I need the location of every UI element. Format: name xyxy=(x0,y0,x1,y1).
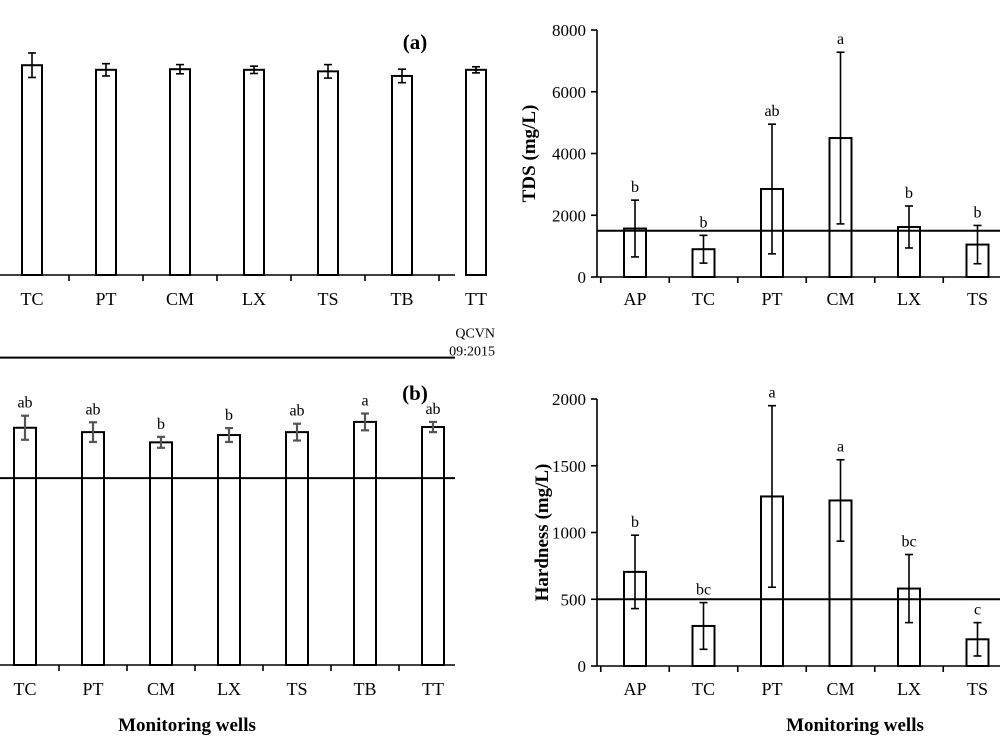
bar-tc xyxy=(21,64,43,276)
significance-label: bc xyxy=(696,582,711,599)
y-tick-label: 1000 xyxy=(552,524,586,543)
significance-label: b xyxy=(700,214,708,231)
x-tick-label: CM xyxy=(147,679,175,699)
x-tick-label: TS xyxy=(967,289,988,309)
x-tick-label: TC xyxy=(20,289,43,309)
bar-tc xyxy=(13,426,37,666)
y-tick-label: 0 xyxy=(578,268,587,287)
x-tick-label: TS xyxy=(317,289,338,309)
x-tick-label: AP xyxy=(623,679,646,699)
x-tick-label: TS xyxy=(286,679,307,699)
chart-top-left: TC PT CM LX TS TB TT (a) xyxy=(0,30,487,309)
x-tick-label: PT xyxy=(761,679,782,699)
x-tick-label: TC xyxy=(692,679,715,699)
x-tick-label: TT xyxy=(422,679,444,699)
significance-label: ab xyxy=(425,401,440,418)
x-tick-label: CM xyxy=(826,289,854,309)
x-tick-label: LX xyxy=(217,679,241,699)
chart-bottom-left: ab TC ab PT b CM b LX ab TS a TB ab TT QCVN 09:2015 (b) M… xyxy=(0,327,495,736)
reference-line-label: QCVN xyxy=(455,327,495,342)
significance-label: bc xyxy=(901,534,916,551)
significance-label: ab xyxy=(289,403,304,420)
x-tick-label: CM xyxy=(166,289,194,309)
panel-label: (b) xyxy=(402,381,428,405)
x-tick-label: PT xyxy=(82,679,103,699)
bar-pt xyxy=(81,431,105,666)
bar-lx xyxy=(243,68,265,276)
bar-cm xyxy=(169,68,191,276)
bar-cm xyxy=(149,441,173,666)
bar-pt xyxy=(95,68,117,276)
significance-label: b xyxy=(905,185,913,202)
x-tick-label: TC xyxy=(13,679,36,699)
x-tick-label: TT xyxy=(465,289,487,309)
bar-tt xyxy=(421,426,445,666)
x-tick-label: LX xyxy=(897,679,921,699)
x-tick-label: CM xyxy=(826,679,854,699)
y-tick-label: 2000 xyxy=(552,390,586,409)
bar-tb xyxy=(353,420,377,666)
y-tick-label: 0 xyxy=(578,657,587,676)
significance-label: a xyxy=(837,439,844,456)
x-axis-title: Monitoring wells xyxy=(118,715,256,736)
x-tick-label: PT xyxy=(95,289,116,309)
x-tick-label: PT xyxy=(761,289,782,309)
y-tick-label: 8000 xyxy=(552,21,586,40)
x-tick-label: AP xyxy=(623,289,646,309)
significance-label: b xyxy=(631,514,639,531)
significance-label: c xyxy=(974,602,981,619)
x-tick-label: TC xyxy=(692,289,715,309)
significance-label: a xyxy=(768,385,775,402)
significance-label: ab xyxy=(17,395,32,412)
significance-label: b xyxy=(974,204,982,221)
y-tick-label: 500 xyxy=(561,590,587,609)
significance-label: ab xyxy=(85,401,100,418)
y-tick-label: 2000 xyxy=(552,206,586,225)
reference-line-label: 09:2015 xyxy=(449,345,495,360)
chart-bottom-right: 0 500 1000 1500 2000 b AP bc TC a PT a CM bc LX c TS Hard… xyxy=(532,385,1000,736)
bar-tb xyxy=(391,74,413,276)
significance-label: ab xyxy=(764,103,779,120)
x-axis-title: Monitoring wells xyxy=(786,715,924,736)
y-axis-title: TDS (mg/L) xyxy=(519,105,540,203)
significance-label: b xyxy=(157,416,165,433)
y-tick-label: 6000 xyxy=(552,83,586,102)
y-tick-label: 1500 xyxy=(552,457,586,476)
significance-label: a xyxy=(837,31,844,48)
x-tick-label: TB xyxy=(353,679,376,699)
y-axis-title: Hardness (mg/L) xyxy=(532,464,553,602)
x-tick-label: TS xyxy=(967,679,988,699)
bar-ts xyxy=(285,431,309,666)
bar-ts xyxy=(317,70,339,276)
bar-tt xyxy=(465,68,487,276)
x-tick-label: LX xyxy=(897,289,921,309)
significance-label: b xyxy=(225,407,233,424)
y-tick-label: 4000 xyxy=(552,145,586,164)
bar-lx xyxy=(217,434,241,666)
significance-label: b xyxy=(631,179,639,196)
significance-label: a xyxy=(361,393,368,410)
x-tick-label: LX xyxy=(242,289,266,309)
panel-label: (a) xyxy=(403,30,428,54)
x-tick-label: TB xyxy=(390,289,413,309)
chart-top-right: 0 2000 4000 6000 8000 b AP b TC ab PT a CM b LX b TS TDS … xyxy=(519,21,1000,309)
